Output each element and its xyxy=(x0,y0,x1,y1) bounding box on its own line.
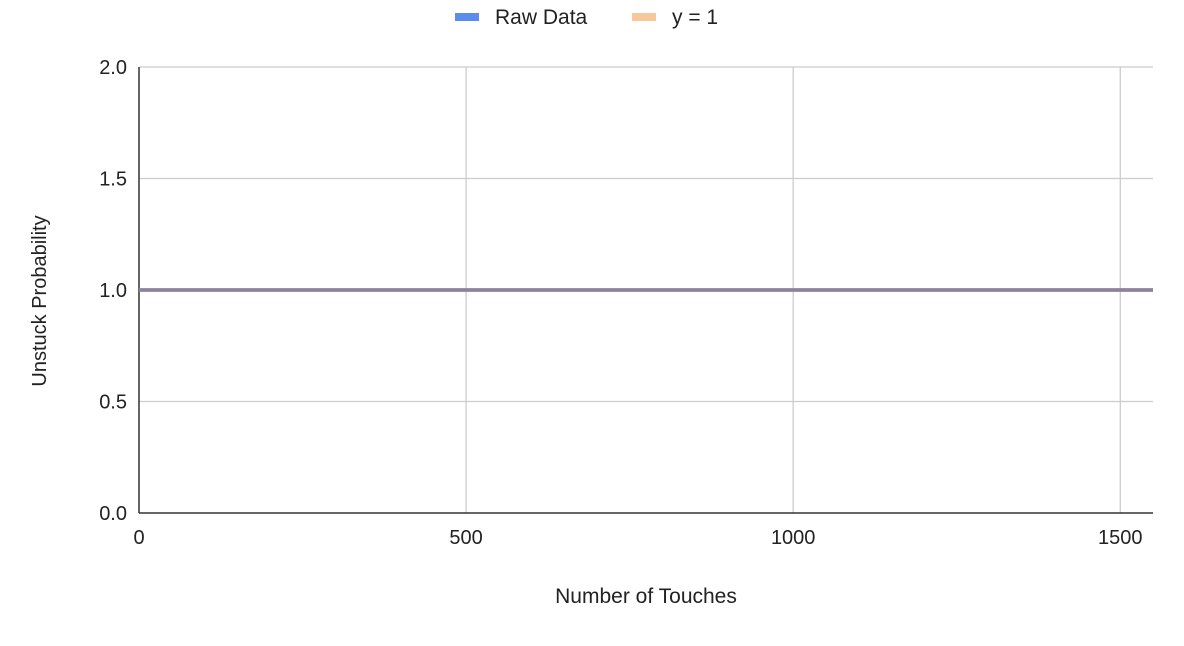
y-axis-label: Unstuck Probability xyxy=(29,215,51,386)
x-tick-label: 500 xyxy=(449,527,482,549)
x-tick-label: 1500 xyxy=(1098,527,1143,549)
x-tick-label: 0 xyxy=(133,527,144,549)
axes: 0.0 0.5 1.0 1.5 2.0 0 500 1000 1500 xyxy=(99,57,1153,549)
y-tick-label: 0.0 xyxy=(99,503,127,525)
x-axis-label: Number of Touches xyxy=(555,585,737,608)
y-tick-label: 1.5 xyxy=(99,169,127,191)
legend: Raw Data y = 1 xyxy=(455,6,718,29)
y-tick-label: 0.5 xyxy=(99,392,127,414)
y-tick-label: 1.0 xyxy=(99,280,127,302)
legend-label: Raw Data xyxy=(495,6,588,29)
legend-swatch xyxy=(455,13,479,21)
x-tick-label: 1000 xyxy=(771,527,816,549)
y-tick-label: 2.0 xyxy=(99,57,127,79)
axis-labels: Unstuck Probability Number of Touches xyxy=(29,215,737,608)
legend-swatch xyxy=(632,13,656,21)
legend-label: y = 1 xyxy=(672,6,718,29)
